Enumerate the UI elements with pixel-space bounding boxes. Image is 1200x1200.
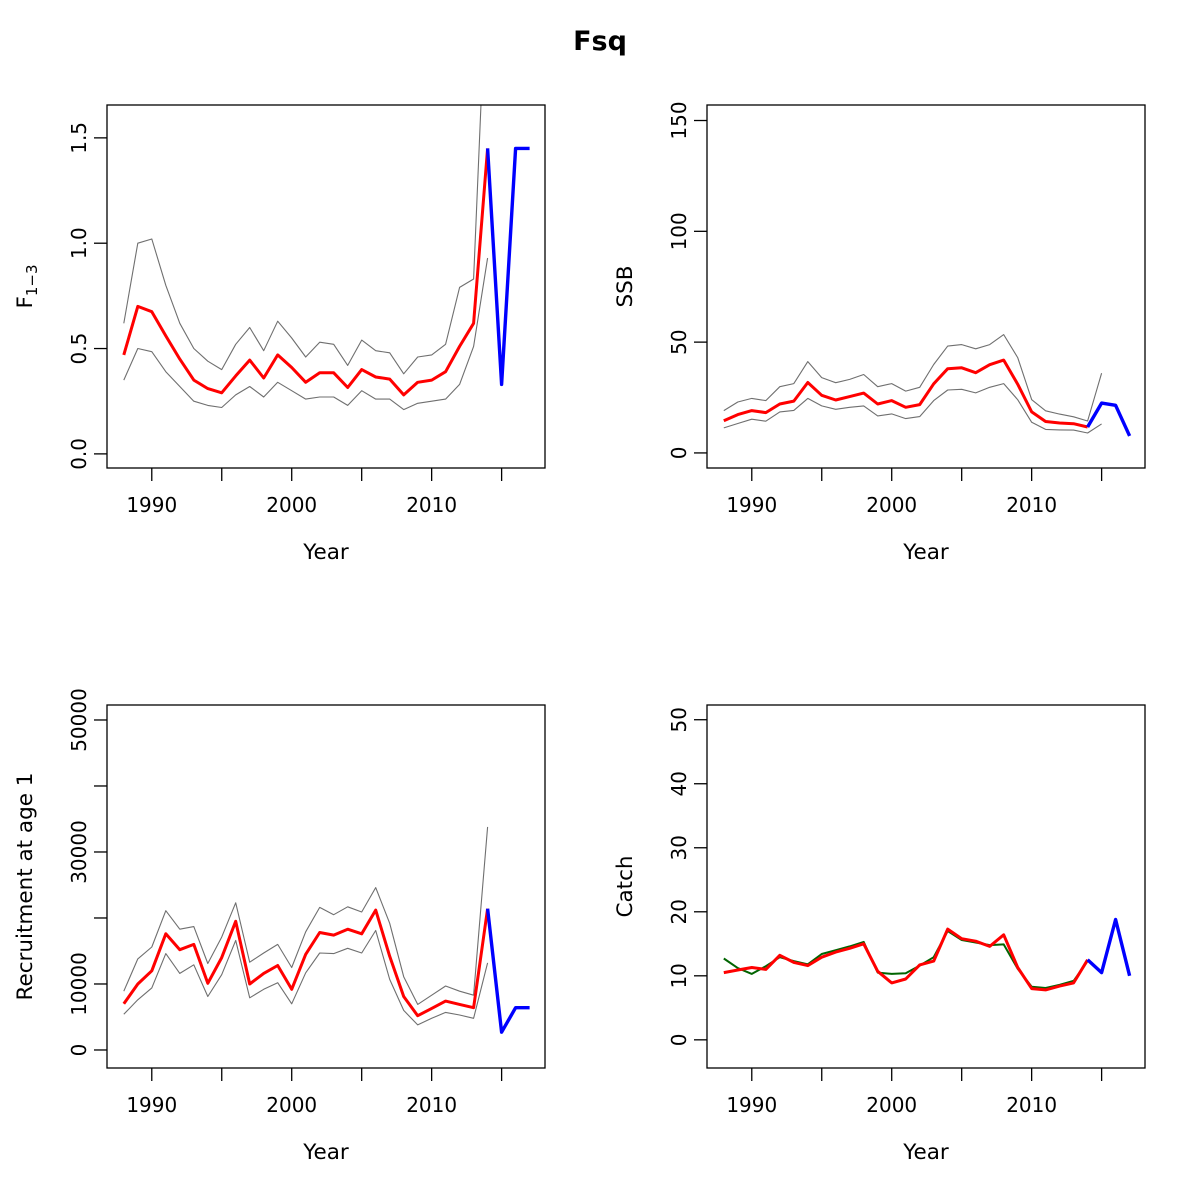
y-tick-label: 150: [667, 101, 691, 139]
y-axis-label: Catch: [613, 855, 638, 917]
plot-frame: [706, 104, 1146, 469]
series-ci-lower-line: [123, 929, 489, 1026]
series-ci-lower-line: [123, 257, 489, 411]
x-tick-label: 1990: [726, 493, 777, 517]
y-tick-label: 20: [667, 899, 691, 924]
x-tick-label: 1990: [726, 1093, 777, 1117]
panel-f13: 1990 2000 2010 0.0 0.5 1.0 1.5 Year F1−3: [0, 0, 600, 600]
y-tick-label: 10000: [67, 952, 91, 1016]
x-tick-label: 2010: [406, 1093, 457, 1117]
y-tick-label: 50000: [67, 688, 91, 752]
series-estimate-line: [723, 927, 1089, 992]
series-ci-upper-line: [723, 334, 1103, 422]
y-axis-label: F1−3: [13, 264, 41, 308]
y-axis-label: SSB: [613, 265, 638, 307]
x-axis-label: Year: [902, 1140, 949, 1165]
y-tick-label: 40: [667, 771, 691, 796]
x-tick-label: 2010: [1006, 493, 1057, 517]
series-projection-line: [1086, 917, 1132, 977]
series-ci-lower-line: [723, 383, 1102, 434]
plot-frame: [706, 704, 1146, 1069]
x-axis-label: Year: [902, 540, 949, 565]
series-ci-upper-line: [123, 826, 489, 1005]
x-axis-label: Year: [302, 1140, 349, 1165]
y-tick-label: 0: [667, 1033, 691, 1046]
y-tick-label: 50: [667, 707, 691, 732]
series-estimate-line: [723, 358, 1088, 429]
panel-recruitment: 1990 2000 2010 0 10000 30000 50000 Year Recruitm…: [0, 600, 600, 1200]
series-projection-line: [1086, 401, 1132, 437]
y-tick-label: 10: [667, 963, 691, 988]
y-tick-label: 100: [667, 212, 691, 250]
y-tick-label: 0.0: [67, 438, 91, 470]
x-tick-label: 1990: [126, 493, 177, 517]
y-tick-label: 1.5: [67, 122, 91, 154]
panel-catch: 1990 2000 2010 0 10 20 30 40 50 Year Catch: [600, 600, 1200, 1200]
plot-frame: [106, 104, 546, 469]
x-tick-label: 2000: [866, 1093, 917, 1117]
y-tick-label: 0.5: [67, 333, 91, 365]
series-ci-upper-line: [123, 105, 482, 375]
y-tick-label: 0: [67, 1044, 91, 1057]
series-projection-line: [485, 146, 530, 387]
y-axis-label: Recruitment at age 1: [13, 773, 38, 1001]
figure-title: Fsq: [573, 26, 627, 57]
series-estimate-line: [122, 908, 490, 1018]
x-axis-label: Year: [302, 540, 349, 565]
x-tick-label: 2010: [1006, 1093, 1057, 1117]
series-projection-line: [485, 908, 530, 1034]
x-tick-label: 2000: [266, 493, 317, 517]
series-estimate-line: [122, 148, 490, 397]
x-tick-label: 1990: [126, 1093, 177, 1117]
y-tick-label: 30: [667, 835, 691, 860]
y-tick-label: 1.0: [67, 227, 91, 259]
y-tick-label: 30000: [67, 820, 91, 884]
y-tick-label: 50: [667, 329, 691, 354]
x-tick-label: 2000: [866, 493, 917, 517]
plot-frame: [106, 704, 546, 1069]
panel-ssb: 1990 2000 2010 0 50 100 150 Year SSB: [600, 0, 1200, 600]
x-tick-label: 2010: [406, 493, 457, 517]
y-tick-label: 0: [667, 447, 691, 460]
x-tick-label: 2000: [266, 1093, 317, 1117]
